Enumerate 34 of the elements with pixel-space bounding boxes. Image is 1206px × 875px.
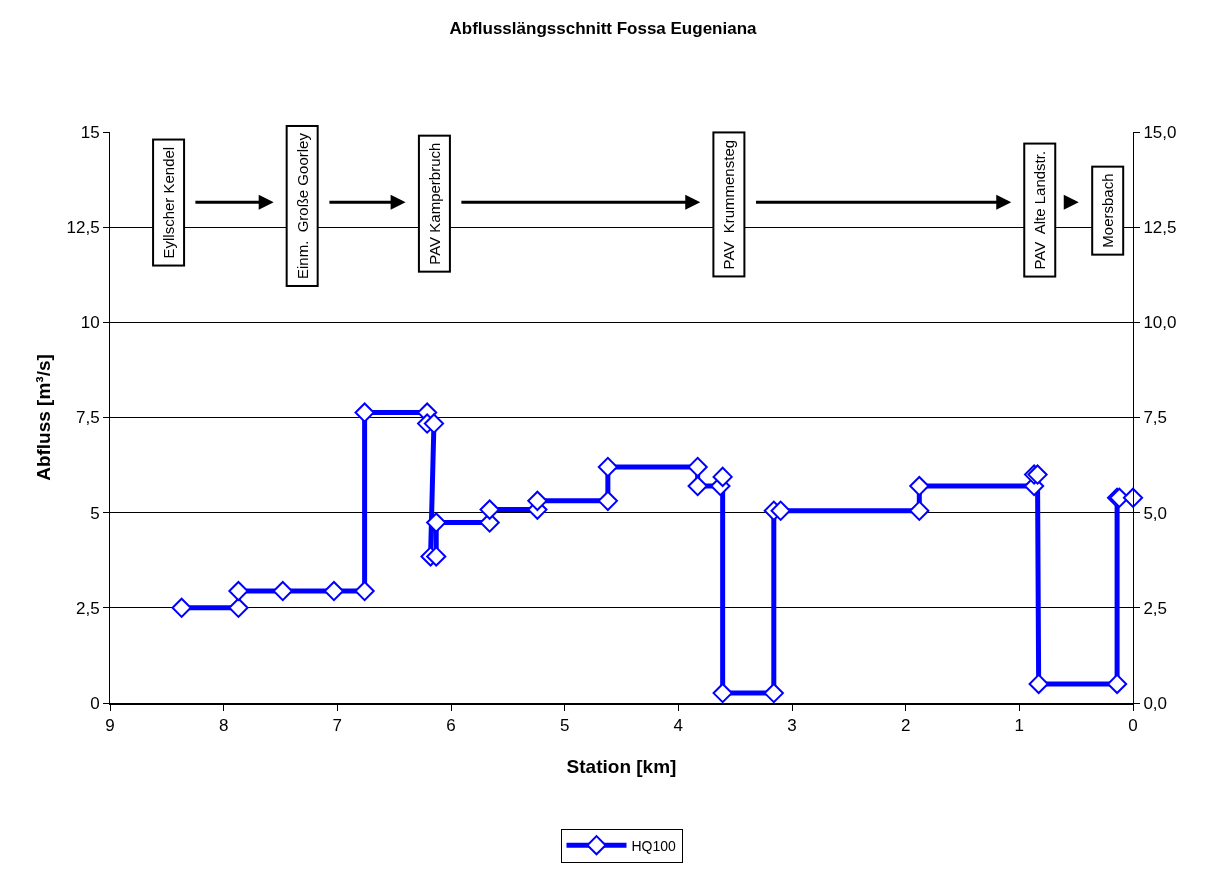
x-tick-label: 7 [332,716,343,736]
annotation: PAV Krummensteg [720,139,738,270]
x-tick-label: 2 [900,716,911,736]
y2-tick-label: 7,5 [1143,408,1168,428]
y2-tick-label: 2,5 [1143,598,1168,618]
chart-title: Abflusslängsschnitt Fossa Eugeniana [449,18,758,38]
annotation: Moersbach [1099,173,1117,248]
annotation: PAV Kamperbruch [425,142,443,265]
y2-tick-label: 12,5 [1143,218,1177,238]
annotation: PAV Alte Landstr. [1031,150,1049,270]
y2-tick-label: 0,0 [1143,693,1168,713]
x-tick-label: 1 [1014,716,1025,736]
annotation: Einm. Große Goorley [293,132,311,279]
y-tick-label: 5 [90,503,100,523]
legend-label: HQ100 [631,837,677,854]
y-axis-title: Abfluss [m³/s] [33,354,55,481]
x-tick-label: 4 [673,716,684,736]
annotation: Eyllscher Kendel [160,146,178,259]
y2-tick-label: 15,0 [1143,122,1177,142]
x-tick-label: 8 [218,716,229,736]
x-tick-label: 3 [787,716,797,736]
y-tick-label: 7,5 [75,408,100,428]
x-tick-label: 5 [559,716,570,736]
x-tick-label: 0 [1128,716,1138,736]
y-tick-label: 2,5 [75,598,100,618]
y-tick-label: 12,5 [66,218,100,238]
y2-tick-label: 5,0 [1143,503,1168,523]
y-tick-label: 15 [80,122,100,142]
y2-tick-label: 10,0 [1143,313,1177,333]
x-axis-title: Station [km] [566,755,677,777]
y-tick-label: 0 [90,693,100,713]
x-tick-label: 6 [446,716,456,736]
y-tick-label: 10 [80,313,100,333]
x-tick-label: 9 [105,716,115,736]
